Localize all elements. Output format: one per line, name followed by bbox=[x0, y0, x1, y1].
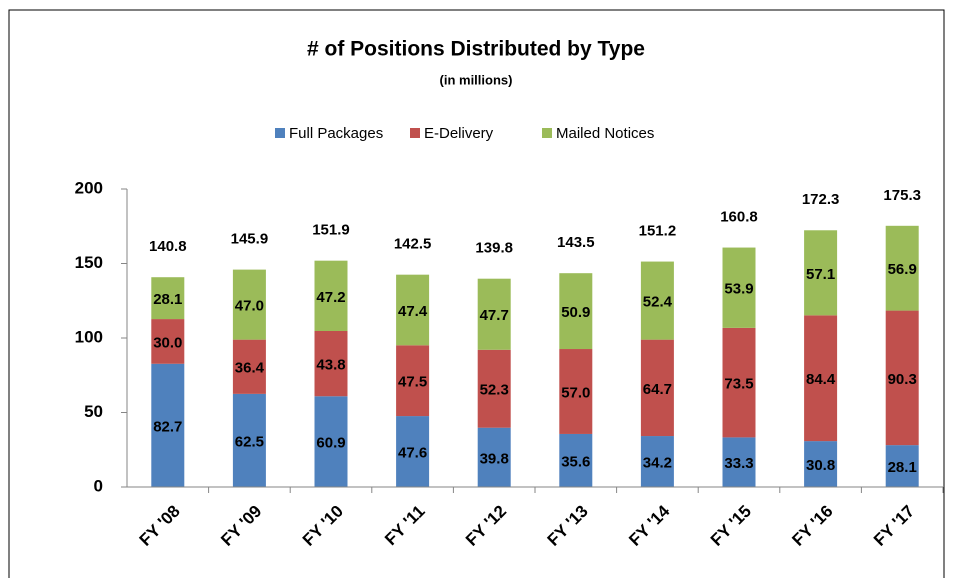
legend-swatch bbox=[410, 128, 420, 138]
data-label: 34.2 bbox=[643, 454, 672, 471]
bar-segment bbox=[314, 260, 348, 331]
bar-segment bbox=[640, 339, 674, 437]
data-label: 47.5 bbox=[398, 374, 427, 391]
data-label: 56.9 bbox=[888, 261, 917, 278]
legend-swatch bbox=[542, 128, 552, 138]
data-label: 43.8 bbox=[316, 357, 345, 374]
data-label: 47.4 bbox=[398, 303, 428, 320]
bar-segment bbox=[559, 273, 593, 350]
data-label: 64.7 bbox=[643, 381, 672, 398]
bar-segment bbox=[885, 225, 919, 311]
data-label: 52.3 bbox=[480, 382, 509, 399]
data-label: 47.0 bbox=[235, 298, 264, 315]
bar-segment bbox=[477, 427, 511, 487]
data-label: 57.0 bbox=[561, 384, 590, 401]
bar-segment bbox=[640, 436, 674, 487]
bar-segment bbox=[885, 310, 919, 446]
total-label: 142.5 bbox=[394, 236, 432, 253]
data-label: 57.1 bbox=[806, 266, 835, 283]
bar-segment bbox=[232, 269, 266, 340]
data-label: 82.7 bbox=[153, 418, 182, 435]
data-label: 47.2 bbox=[316, 289, 345, 306]
legend-label: Mailed Notices bbox=[556, 125, 654, 142]
y-tick-label: 150 bbox=[75, 253, 103, 272]
bar-segment bbox=[722, 247, 756, 328]
data-label: 62.5 bbox=[235, 433, 264, 450]
data-label: 39.8 bbox=[480, 450, 509, 467]
legend-swatch bbox=[275, 128, 285, 138]
bar-segment bbox=[804, 315, 838, 442]
bar-segment bbox=[232, 339, 266, 394]
data-label: 73.5 bbox=[724, 376, 753, 393]
total-label: 151.2 bbox=[639, 223, 677, 240]
bar-segment bbox=[396, 274, 430, 346]
bar-segment bbox=[640, 261, 674, 340]
bar-segment bbox=[151, 363, 185, 487]
y-tick-label: 50 bbox=[84, 402, 103, 421]
data-label: 52.4 bbox=[643, 294, 673, 311]
data-label: 90.3 bbox=[888, 371, 917, 388]
chart-subtitle: (in millions) bbox=[440, 72, 513, 87]
bar-segment bbox=[396, 416, 430, 487]
total-label: 172.3 bbox=[802, 191, 840, 208]
data-label: 35.6 bbox=[561, 453, 590, 470]
bar-segment bbox=[232, 393, 266, 487]
legend-label: E-Delivery bbox=[424, 125, 494, 142]
bar-segment bbox=[722, 437, 756, 487]
bar-segment bbox=[314, 396, 348, 487]
data-label: 28.1 bbox=[153, 291, 182, 308]
total-label: 175.3 bbox=[883, 187, 921, 204]
bar-segment bbox=[804, 230, 838, 316]
data-label: 30.0 bbox=[153, 334, 182, 351]
bar-segment bbox=[804, 441, 838, 487]
chart-frame bbox=[8, 9, 945, 583]
data-label: 53.9 bbox=[724, 281, 753, 298]
bar-segment bbox=[151, 277, 185, 320]
bar-segment bbox=[559, 433, 593, 487]
data-label: 60.9 bbox=[316, 435, 345, 452]
y-tick-label: 0 bbox=[94, 476, 103, 495]
data-label: 84.4 bbox=[806, 371, 836, 388]
legend-label: Full Packages bbox=[289, 125, 383, 142]
total-label: 139.8 bbox=[475, 240, 513, 257]
data-label: 28.1 bbox=[888, 459, 917, 476]
bar-segment bbox=[396, 345, 430, 417]
data-label: 50.9 bbox=[561, 304, 590, 321]
bar-segment bbox=[885, 445, 919, 487]
data-label: 33.3 bbox=[724, 455, 753, 472]
bar-segment bbox=[559, 349, 593, 434]
data-label: 30.8 bbox=[806, 457, 835, 474]
y-tick-label: 200 bbox=[75, 178, 103, 197]
bar-segment bbox=[314, 330, 348, 397]
y-tick-label: 100 bbox=[75, 327, 103, 346]
chart-title: # of Positions Distributed by Type bbox=[307, 38, 645, 61]
bar-segment bbox=[151, 319, 185, 364]
total-label: 143.5 bbox=[557, 234, 595, 251]
bar-segment bbox=[722, 327, 756, 438]
data-label: 47.7 bbox=[480, 307, 509, 324]
data-label: 36.4 bbox=[235, 360, 265, 377]
data-label: 47.6 bbox=[398, 445, 427, 462]
bar-segment bbox=[477, 349, 511, 428]
bar-segment bbox=[477, 278, 511, 350]
total-label: 140.8 bbox=[149, 238, 187, 255]
total-label: 145.9 bbox=[231, 231, 269, 248]
total-label: 151.9 bbox=[312, 222, 350, 239]
total-label: 160.8 bbox=[720, 209, 758, 226]
